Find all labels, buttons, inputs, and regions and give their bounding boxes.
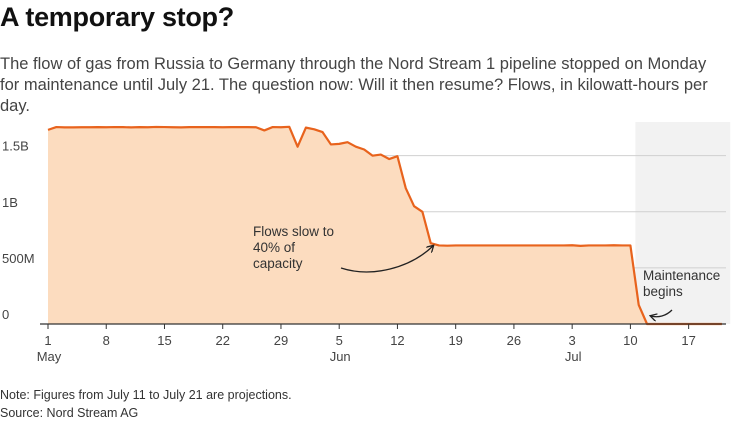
annotation-flows-slow: 40% of: [253, 240, 295, 255]
x-tick-label: 1: [44, 333, 51, 348]
chart-title: A temporary stop?: [0, 2, 234, 32]
y-tick-label: 1B: [2, 195, 18, 210]
x-tick-label: 15: [157, 333, 171, 348]
chart-source: Source: Nord Stream AG: [0, 406, 139, 420]
flow-area: [48, 126, 722, 324]
annotation-arrow: [651, 309, 673, 317]
y-tick-label: 0: [2, 307, 9, 322]
annotation-maintenance: Maintenance: [643, 268, 720, 283]
annotation-flows-slow: Flows slow to: [253, 224, 334, 239]
x-month-label: May: [37, 349, 62, 364]
x-tick-label: 10: [623, 333, 637, 348]
chart-note: Note: Figures from July 11 to July 21 ar…: [0, 388, 292, 402]
x-tick-label: 3: [569, 333, 576, 348]
flow-line: [47, 125, 722, 326]
x-month-label: Jul: [565, 349, 582, 364]
annotation-maintenance: begins: [643, 284, 683, 299]
annotation-arrow: [340, 246, 433, 273]
x-month-label: Jun: [330, 349, 351, 364]
x-tick-label: 22: [215, 333, 229, 348]
x-tick-label: 19: [448, 333, 462, 348]
x-tick-label: 26: [507, 333, 521, 348]
chart-subtitle: The flow of gas from Russia to Germany t…: [0, 55, 708, 115]
y-tick-label: 500M: [2, 251, 35, 266]
x-tick-label: 8: [103, 333, 110, 348]
x-tick-label: 17: [681, 333, 695, 348]
x-tick-label: 12: [390, 333, 404, 348]
annotation-flows-slow: capacity: [253, 256, 303, 271]
y-tick-label: 1.5B: [2, 139, 29, 154]
x-tick-label: 5: [336, 333, 343, 348]
x-tick-label: 29: [274, 333, 288, 348]
